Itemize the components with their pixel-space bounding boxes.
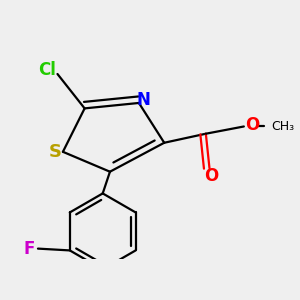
Text: CH₃: CH₃ <box>272 120 295 133</box>
Text: Cl: Cl <box>38 61 56 79</box>
Text: O: O <box>245 116 259 134</box>
Text: N: N <box>136 91 150 109</box>
Text: S: S <box>48 143 62 161</box>
Text: F: F <box>23 240 34 258</box>
Text: O: O <box>205 167 219 185</box>
